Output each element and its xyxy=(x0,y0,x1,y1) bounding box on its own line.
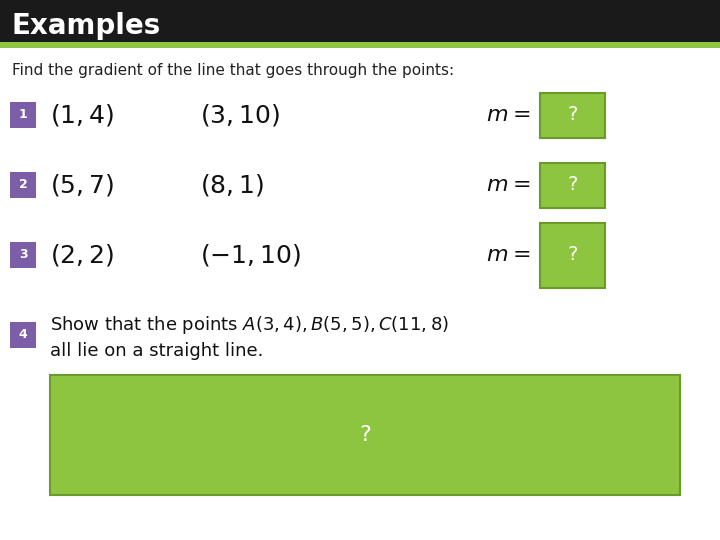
FancyBboxPatch shape xyxy=(10,172,36,198)
FancyBboxPatch shape xyxy=(50,375,680,495)
Text: $(2, 2)$: $(2, 2)$ xyxy=(50,242,114,268)
FancyBboxPatch shape xyxy=(10,322,36,348)
Text: 1: 1 xyxy=(19,109,27,122)
Text: $m=$: $m=$ xyxy=(486,105,530,125)
Text: 2: 2 xyxy=(19,179,27,192)
Text: ?: ? xyxy=(567,246,577,265)
FancyBboxPatch shape xyxy=(10,102,36,128)
FancyBboxPatch shape xyxy=(540,92,605,138)
Text: all lie on a straight line.: all lie on a straight line. xyxy=(50,342,264,360)
Text: $m=$: $m=$ xyxy=(486,245,530,265)
Text: ?: ? xyxy=(567,176,577,194)
FancyBboxPatch shape xyxy=(10,242,36,268)
Text: ?: ? xyxy=(567,105,577,125)
FancyBboxPatch shape xyxy=(540,222,605,287)
Text: $(8, 1)$: $(8, 1)$ xyxy=(200,172,264,198)
FancyBboxPatch shape xyxy=(0,42,720,48)
Text: 4: 4 xyxy=(19,328,27,341)
Text: Find the gradient of the line that goes through the points:: Find the gradient of the line that goes … xyxy=(12,63,454,78)
Text: $m=$: $m=$ xyxy=(486,175,530,195)
Text: Show that the points $A(3,4), B(5,5), C(11,8)$: Show that the points $A(3,4), B(5,5), C(… xyxy=(50,314,449,336)
Text: 3: 3 xyxy=(19,248,27,261)
FancyBboxPatch shape xyxy=(0,0,720,42)
Text: $(-1, 10)$: $(-1, 10)$ xyxy=(200,242,301,268)
Text: ?: ? xyxy=(359,425,371,445)
FancyBboxPatch shape xyxy=(540,163,605,207)
Text: $(1, 4)$: $(1, 4)$ xyxy=(50,102,114,128)
Text: $(3, 10)$: $(3, 10)$ xyxy=(200,102,280,128)
Text: $(5, 7)$: $(5, 7)$ xyxy=(50,172,114,198)
Text: Examples: Examples xyxy=(12,12,161,40)
